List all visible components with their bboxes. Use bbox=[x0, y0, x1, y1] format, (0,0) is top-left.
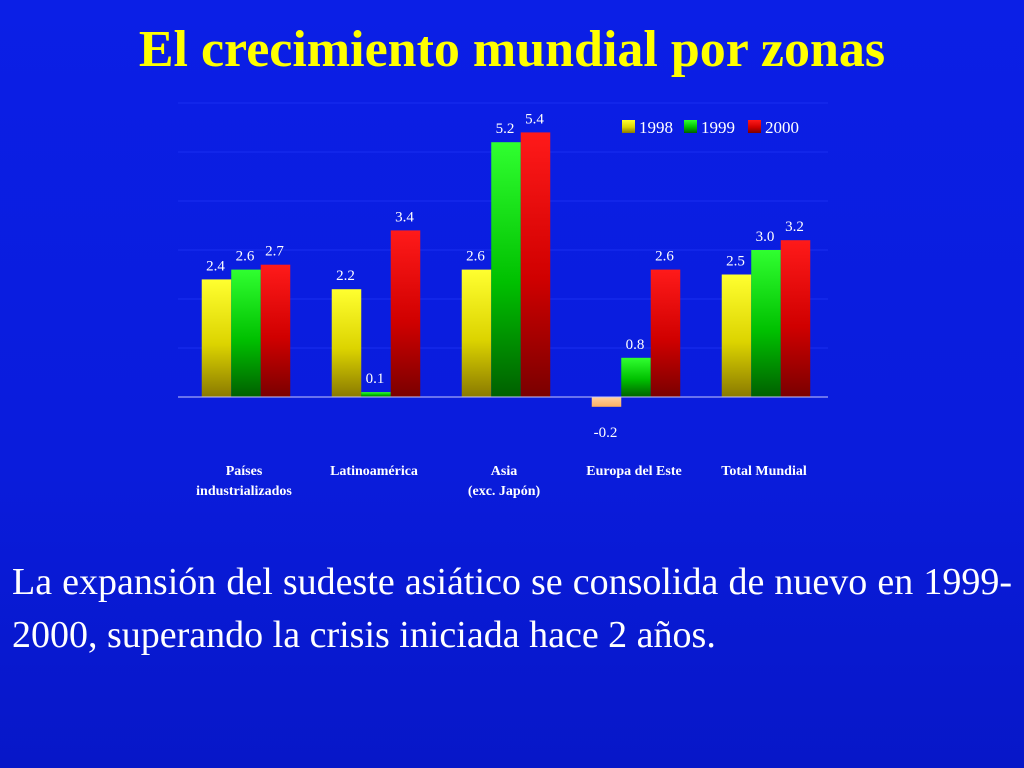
data-label: 5.4 bbox=[525, 111, 544, 127]
category-labels-group: Países industrializados Latinoamérica Asia (… bbox=[196, 464, 807, 499]
bars-group bbox=[201, 132, 811, 407]
bar-1998-3 bbox=[591, 397, 622, 407]
data-label: 2.6 bbox=[466, 249, 485, 265]
data-labels-group: 2.4 2.6 2.7 2.2 0.1 3.4 2.6 5.2 5.4 -0.2 0.8 2.6 2.5… bbox=[206, 111, 804, 440]
legend-swatch-2000 bbox=[748, 120, 761, 133]
legend-label-1998: 1998 bbox=[639, 118, 673, 137]
bar-1999-0 bbox=[231, 269, 261, 397]
legend: 1998 1999 2000 bbox=[622, 118, 799, 137]
category-label: Total Mundial bbox=[721, 464, 807, 479]
data-label: 3.4 bbox=[395, 209, 414, 225]
legend-label-2000: 2000 bbox=[765, 118, 799, 137]
category-label: Países bbox=[226, 464, 263, 479]
data-label: 3.0 bbox=[756, 229, 775, 245]
bar-1998-1 bbox=[331, 289, 362, 397]
caption-text: La expansión del sudeste asiático se con… bbox=[12, 561, 1012, 656]
data-label: 2.7 bbox=[265, 244, 284, 260]
category-label: industrializados bbox=[196, 484, 292, 499]
data-label: 2.4 bbox=[206, 258, 225, 274]
bar-1999-4 bbox=[751, 250, 781, 397]
category-label: (exc. Japón) bbox=[468, 484, 541, 499]
bar-1998-0 bbox=[201, 279, 232, 397]
bar-2000-4 bbox=[780, 240, 811, 397]
legend-swatch-1998 bbox=[622, 120, 635, 133]
bar-1998-4 bbox=[721, 274, 752, 397]
legend-swatch-1999 bbox=[684, 120, 697, 133]
category-label: Latinoamérica bbox=[330, 464, 418, 479]
bar-chart: 2.4 2.6 2.7 2.2 0.1 3.4 2.6 5.2 5.4 -0.2 0.8 2.6 2.5… bbox=[178, 102, 828, 499]
data-label: 0.8 bbox=[626, 337, 645, 353]
bar-1999-2 bbox=[491, 142, 521, 397]
category-label: Europa del Este bbox=[586, 464, 681, 479]
bar-1999-1 bbox=[361, 392, 391, 397]
bar-2000-1 bbox=[390, 230, 421, 397]
data-label: 3.2 bbox=[785, 219, 804, 235]
data-label: -0.2 bbox=[594, 425, 618, 441]
bar-1998-2 bbox=[461, 269, 492, 397]
bar-2000-2 bbox=[520, 132, 551, 397]
data-label: 5.2 bbox=[496, 121, 515, 137]
bar-2000-3 bbox=[650, 269, 681, 397]
data-label: 2.2 bbox=[336, 268, 355, 284]
legend-label-1999: 1999 bbox=[701, 118, 735, 137]
category-label: Asia bbox=[491, 464, 517, 479]
data-label: 0.1 bbox=[366, 371, 385, 387]
bar-2000-0 bbox=[260, 264, 291, 397]
bar-1999-3 bbox=[621, 357, 651, 397]
data-label: 2.5 bbox=[726, 254, 745, 270]
data-label: 2.6 bbox=[655, 249, 674, 265]
page-title: El crecimiento mundial por zonas bbox=[138, 21, 886, 78]
data-label: 2.6 bbox=[236, 249, 255, 265]
